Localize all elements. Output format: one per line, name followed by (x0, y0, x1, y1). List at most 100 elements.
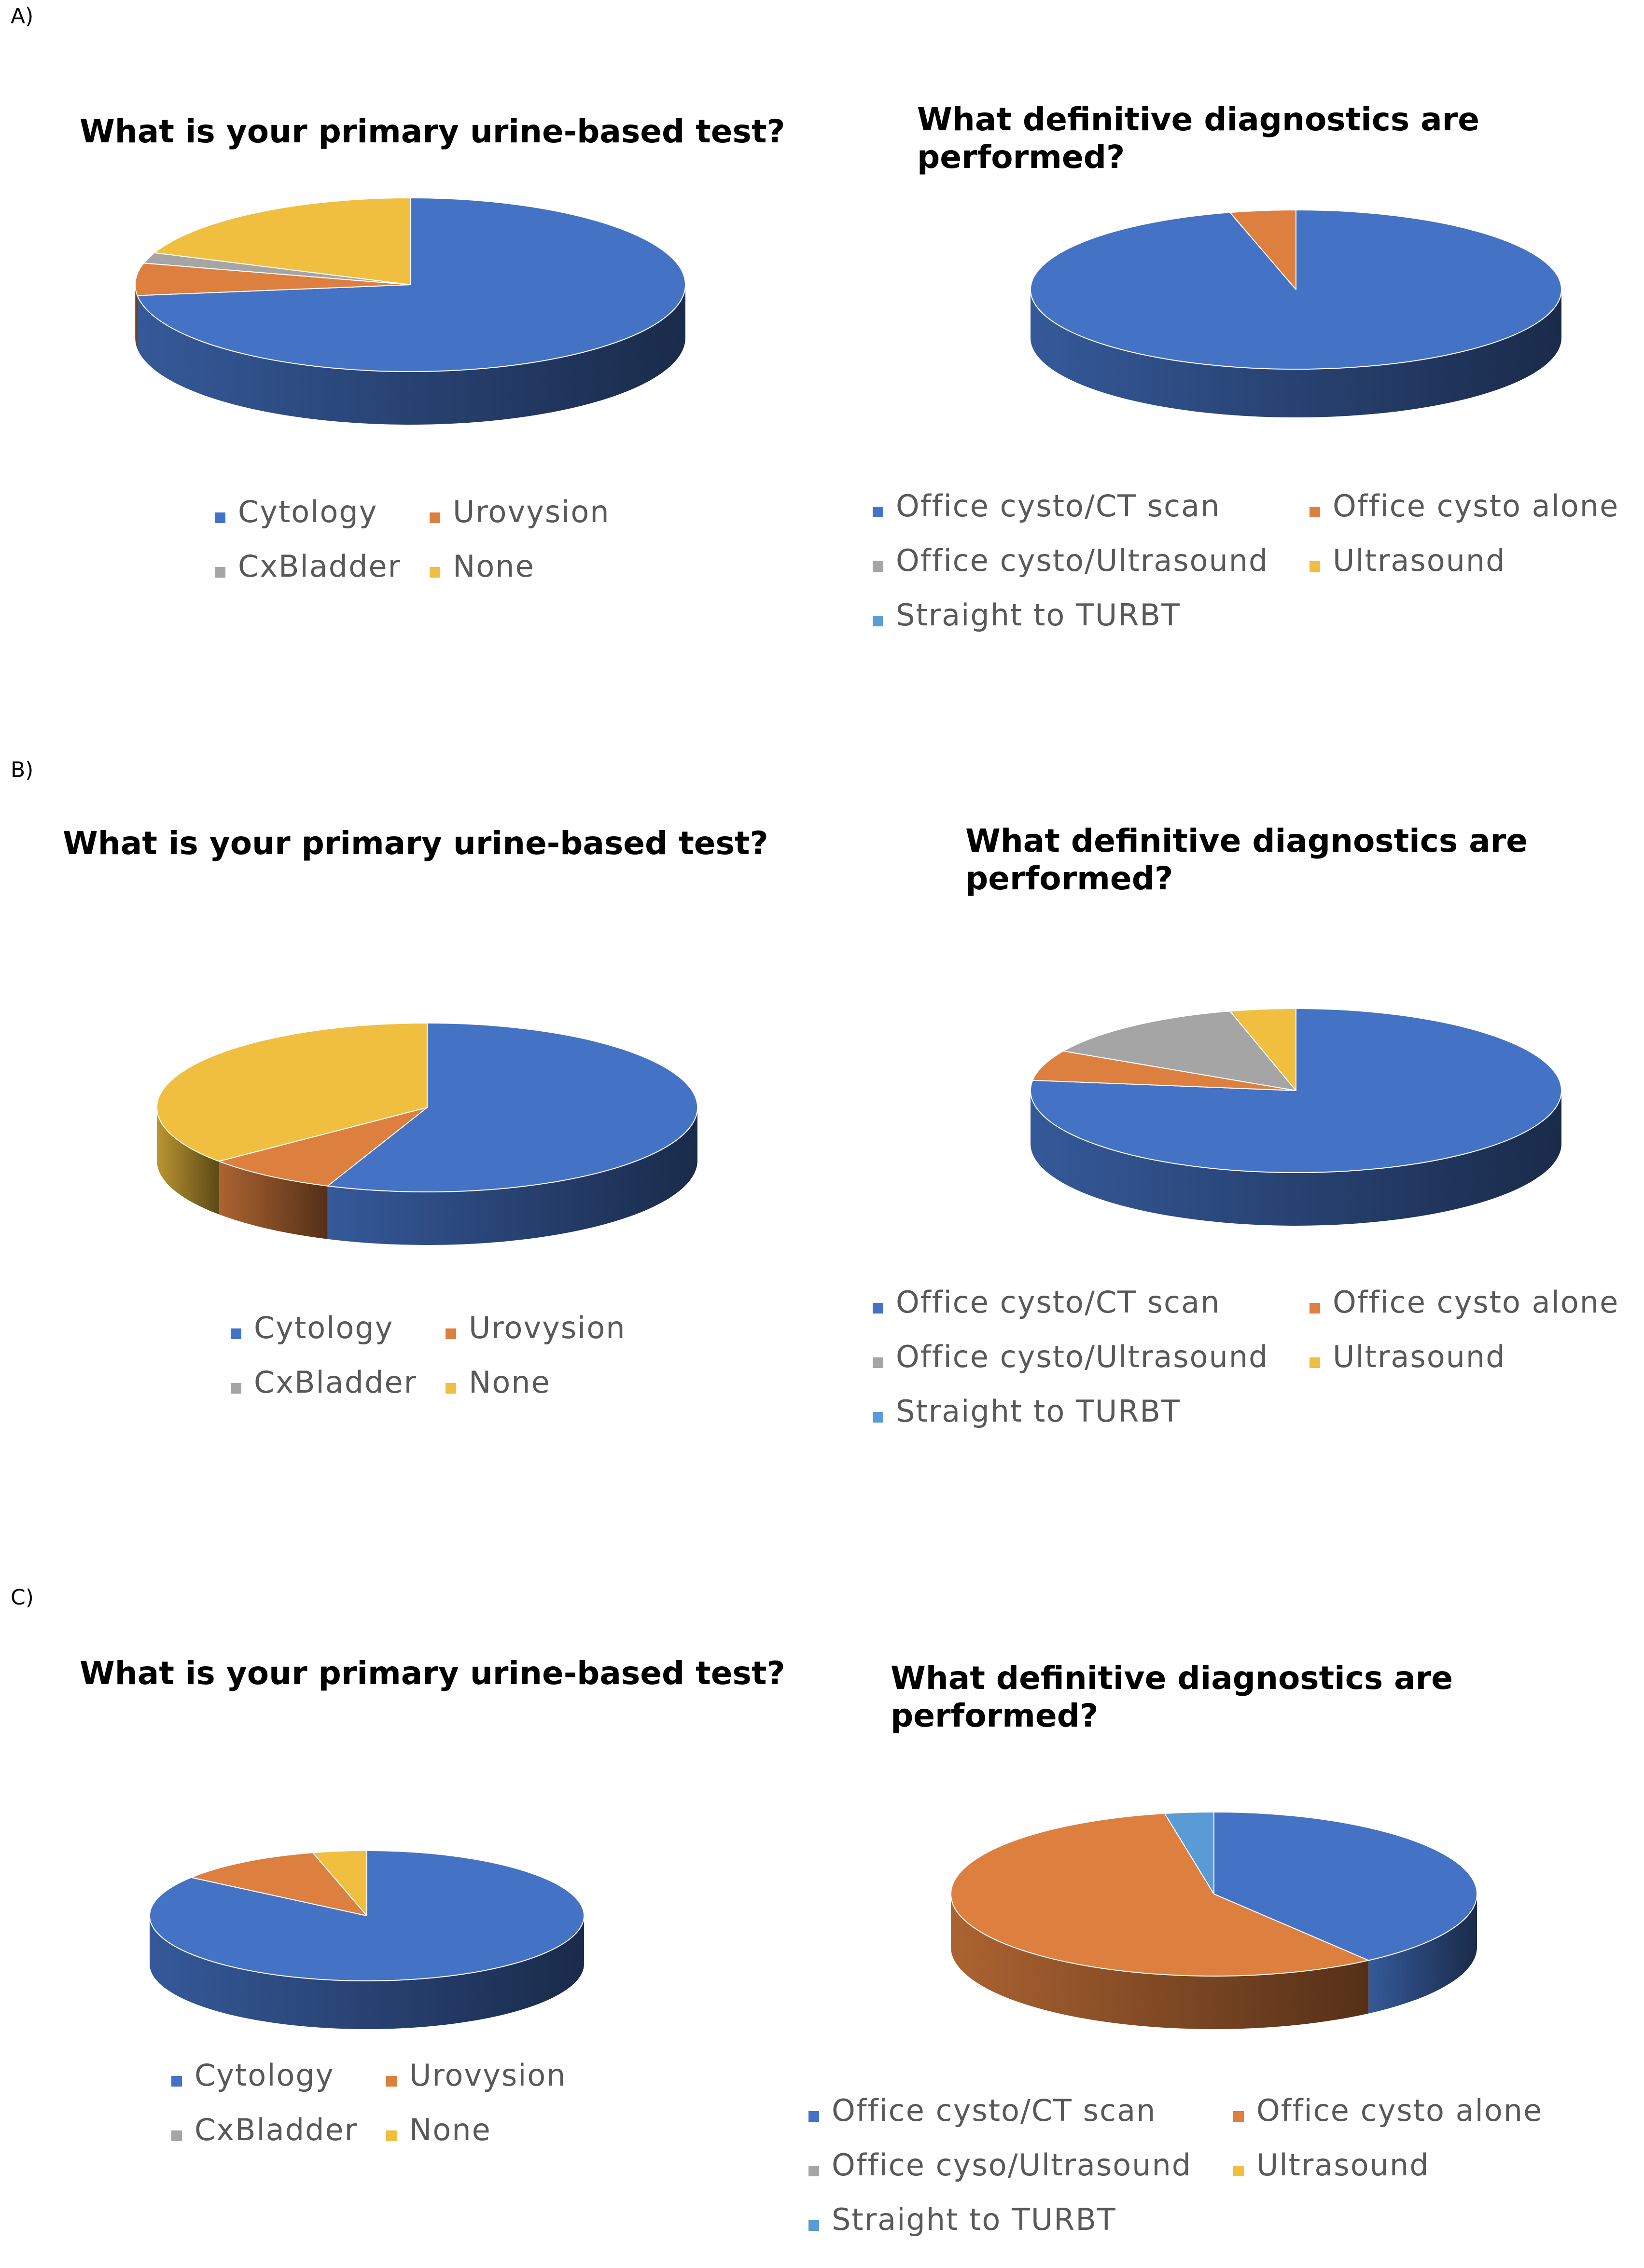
legend-label-cxbladder: CxBladder (238, 549, 401, 584)
legend-swatch-office-cysto-ultrasound (873, 561, 883, 572)
panel-label-a: A) (11, 4, 34, 28)
pie-slice-urovysion (218, 1107, 428, 1187)
legend-swatch-office-cysto-alone (1310, 507, 1320, 517)
legend-swatch-office-cysto-ct-scan (808, 2111, 819, 2122)
pie-slice-side-urovysion (135, 285, 138, 349)
legend-label-office-cysto-ct-scan: Office cysto/CT scan (896, 1285, 1220, 1320)
pie-slice-none (312, 1850, 367, 1916)
legend-swatch-office-cysto-alone (1233, 2111, 1244, 2122)
chart-legend: Office cysto/CT scan Office cysto alone Of… (873, 488, 1619, 633)
chart-title: What is your primary urine-based test? (80, 1655, 785, 1692)
pie-slice-side-none (157, 1107, 219, 1215)
legend-swatch-none (430, 567, 440, 578)
legend-swatch-none (446, 1383, 456, 1394)
pie-slice-cytology (327, 1023, 698, 1192)
pie-slice-none (154, 197, 411, 285)
legend-swatch-ultrasound (1310, 1357, 1320, 1368)
chart-title: What is your primary urine-based test? (63, 825, 768, 862)
pie-slice-side-office-cysto-alone (951, 1894, 1369, 2029)
legend-label-straight-to-turbt: Straight to TURBT (832, 2202, 1116, 2237)
legend-label-urovysion: Urovysion (453, 494, 610, 529)
pie-depth (157, 1107, 697, 1245)
legend-label-cxbladder: CxBladder (195, 2112, 358, 2147)
pie-slice-urovysion (135, 263, 411, 296)
pie-top (1030, 209, 1562, 370)
pie-slice-side-urovysion (219, 1161, 328, 1239)
pie-chart-diagnostics-b: What definitive diagnostics are performed… (873, 822, 1619, 1429)
legend-label-ultrasound: Ultrasound (1333, 1339, 1506, 1374)
legend-label-urovysion: Urovysion (409, 2058, 567, 2093)
chart-title: What definitive diagnostics are performed… (917, 101, 1479, 176)
legend-label-office-cysto-ultrasound: Office cysto/Ultrasound (896, 543, 1268, 578)
legend-label-office-cyso-ultrasound: Office cyso/Ultrasound (832, 2147, 1192, 2183)
pie-chart-urine-test-c: What is your primary urine-based test? Cy… (80, 1655, 785, 2147)
pie-slice-cytology (137, 197, 686, 372)
pie-chart-urine-test-b: What is your primary urine-based test? Cy… (63, 825, 768, 1400)
legend-swatch-office-cysto-alone (1310, 1303, 1320, 1314)
pie-chart-diagnostics-c: What definitive diagnostics are performed… (808, 1660, 1543, 2237)
legend-label-none: None (453, 549, 535, 584)
legend-label-office-cysto-alone: Office cysto alone (1256, 2093, 1543, 2128)
legend-swatch-office-cyso-ultrasound (808, 2166, 819, 2176)
pie-depth (135, 285, 685, 425)
pie-slice-office-cysto-alone (950, 1813, 1369, 1977)
legend-swatch-straight-to-turbt (873, 1412, 883, 1423)
legend-label-urovysion: Urovysion (469, 1310, 626, 1345)
legend-swatch-urovysion (446, 1328, 456, 1339)
legend-label-cxbladder: CxBladder (254, 1365, 417, 1400)
chart-legend: Cytology Urovysion CxBladder None (215, 494, 610, 584)
legend-swatch-cxbladder (231, 1383, 241, 1394)
chart-legend: Cytology Urovysion CxBladder None (231, 1310, 626, 1400)
pie-depth (1031, 290, 1561, 417)
legend-swatch-office-cysto-ct-scan (873, 507, 883, 517)
legend-label-cytology: Cytology (195, 2058, 334, 2093)
pie-slice-side-office-cysto-ct-scan (1031, 290, 1561, 417)
legend-label-cytology: Cytology (238, 494, 377, 529)
pie-slice-none (156, 1023, 428, 1162)
pie-depth (150, 1916, 584, 2029)
pie-slice-office-cysto-ultrasound (1063, 1010, 1296, 1091)
pie-chart-diagnostics-a: What definitive diagnostics are performed… (873, 101, 1619, 633)
pie-top (149, 1850, 585, 1981)
pie-slice-office-cysto-ct-scan (1030, 209, 1562, 370)
pie-slice-office-cysto-alone (1229, 209, 1296, 290)
legend-label-office-cysto-alone: Office cysto alone (1333, 1285, 1619, 1320)
pie-top (135, 197, 686, 372)
pie-slice-ultrasound (1229, 1008, 1296, 1091)
pie-slice-side-office-cysto-ct-scan (1368, 1894, 1477, 2014)
pie-slice-side-office-cysto-ct-scan (1031, 1091, 1561, 1226)
legend-swatch-office-cysto-ultrasound (873, 1357, 883, 1368)
legend-label-office-cysto-ultrasound: Office cysto/Ultrasound (896, 1339, 1268, 1374)
legend-swatch-cxbladder (171, 2130, 182, 2141)
pie-slice-straight-to-turbt (1164, 1812, 1214, 1895)
pie-slice-side-cytology (137, 285, 685, 425)
legend-label-cytology: Cytology (254, 1310, 393, 1345)
chart-legend: Office cysto/CT scan Office cysto alone Of… (808, 2093, 1543, 2237)
legend-label-ultrasound: Ultrasound (1333, 543, 1506, 578)
pie-slice-side-cytology (150, 1916, 584, 2029)
legend-swatch-straight-to-turbt (808, 2220, 819, 2231)
legend-label-none: None (469, 1365, 551, 1400)
panel-label-b: B) (11, 758, 34, 782)
legend-swatch-cytology (215, 512, 225, 523)
pie-slice-urovysion (190, 1852, 367, 1916)
legend-label-straight-to-turbt: Straight to TURBT (896, 597, 1181, 633)
pie-slice-office-cysto-ct-scan (1213, 1812, 1477, 1961)
pie-slice-side-cytology (327, 1107, 697, 1245)
pie-top (1030, 1008, 1562, 1173)
legend-label-office-cysto-alone: Office cysto alone (1333, 488, 1619, 524)
legend-label-office-cysto-ct-scan: Office cysto/CT scan (832, 2093, 1156, 2128)
legend-swatch-ultrasound (1310, 561, 1320, 572)
chart-legend: Cytology Urovysion CxBladder None (171, 2058, 567, 2147)
legend-swatch-cxbladder (215, 567, 225, 578)
legend-swatch-straight-to-turbt (873, 616, 883, 626)
legend-label-straight-to-turbt: Straight to TURBT (896, 1394, 1181, 1429)
pie-slice-office-cysto-alone (1032, 1051, 1296, 1091)
legend-swatch-cytology (171, 2076, 182, 2087)
legend-swatch-urovysion (430, 512, 440, 523)
legend-label-ultrasound: Ultrasound (1256, 2147, 1430, 2183)
chart-title: What is your primary urine-based test? (80, 113, 785, 150)
pie-top (156, 1023, 698, 1192)
legend-swatch-none (386, 2130, 397, 2141)
legend-swatch-urovysion (386, 2076, 397, 2087)
